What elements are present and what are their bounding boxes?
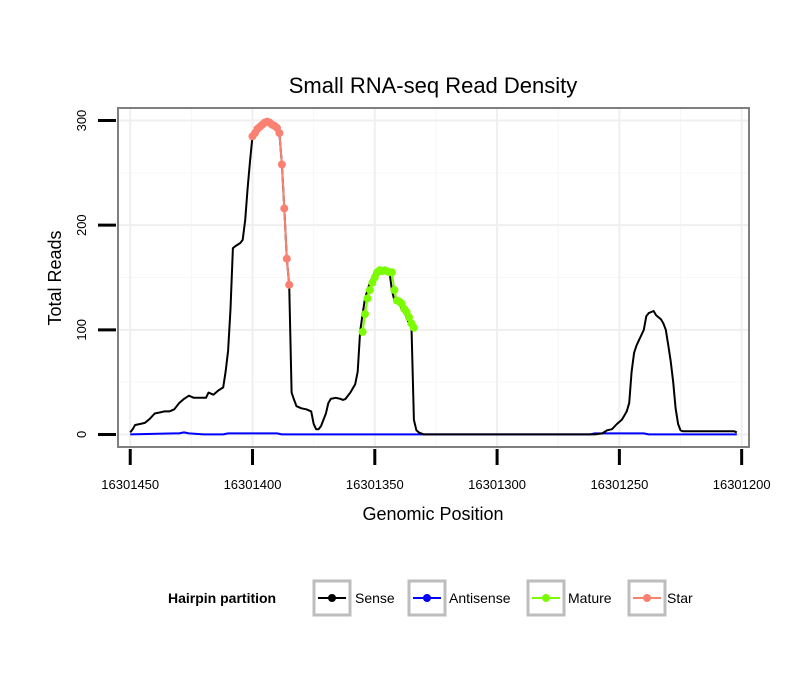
x-axis-title: Genomic Position <box>362 504 503 524</box>
legend-title: Hairpin partition <box>168 590 276 606</box>
data-point-mature <box>361 310 369 319</box>
x-tick-label: 16301350 <box>346 477 404 492</box>
series-points <box>248 117 418 336</box>
series-line-antisense <box>130 431 737 436</box>
x-tick-label: 16301300 <box>468 477 526 492</box>
legend-label-sense: Sense <box>355 590 395 606</box>
x-tick-label: 16301400 <box>224 477 282 492</box>
legend-marker-star <box>643 594 651 602</box>
x-tick-label: 16301450 <box>101 477 159 492</box>
data-point-mature <box>405 313 413 322</box>
x-tick-label: 16301200 <box>713 477 771 492</box>
legend-label-mature: Mature <box>568 590 612 606</box>
y-tick-label: 300 <box>74 110 89 132</box>
data-point-mature <box>409 323 418 332</box>
chart-title: Small RNA-seq Read Density <box>289 73 578 98</box>
data-point-star <box>277 160 286 169</box>
data-point-star <box>280 204 289 213</box>
legend-label-antisense: Antisense <box>449 590 511 606</box>
y-tick-label: 100 <box>74 319 89 341</box>
y-tick-label: 0 <box>74 431 89 438</box>
data-point-mature <box>365 286 374 295</box>
data-point-star <box>285 280 294 289</box>
legend-label-star: Star <box>667 590 693 606</box>
series-line-sense <box>129 120 738 436</box>
legend-marker-mature <box>542 594 550 602</box>
y-tick-label: 200 <box>74 214 89 236</box>
x-axis: 16301450 16301400 16301350 16301300 16301250… <box>101 449 771 492</box>
data-point-star <box>275 129 284 138</box>
data-point-mature <box>390 286 399 295</box>
y-axis: 0 100 200 300 <box>74 110 116 438</box>
x-tick-label: 16301250 <box>590 477 648 492</box>
data-point-star <box>282 254 291 263</box>
legend: Hairpin partition Sense Antisense Mature St… <box>168 579 693 617</box>
legend-marker-sense <box>328 594 336 602</box>
data-point-mature <box>387 268 396 277</box>
data-point-mature <box>363 294 372 303</box>
y-axis-title: Total Reads <box>45 230 65 325</box>
data-point-mature <box>358 327 367 336</box>
legend-marker-antisense <box>423 594 431 602</box>
